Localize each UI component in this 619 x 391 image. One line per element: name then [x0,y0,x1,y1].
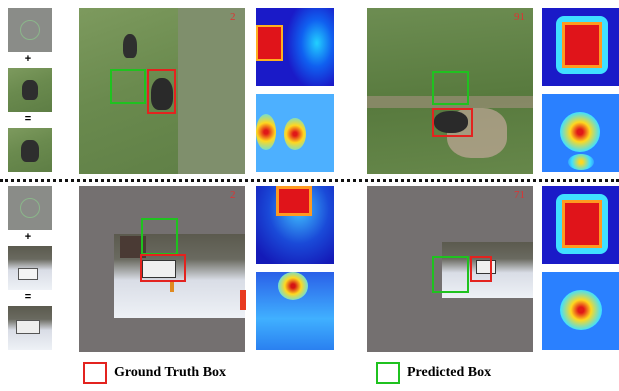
scene-image [79,186,245,352]
response-heatmap [256,94,334,172]
bird-figure [123,34,137,58]
row-divider [0,179,619,182]
frame-number: 2 [230,189,236,201]
predicted-label: Predicted Box [407,365,492,380]
result-thumbnail [8,306,52,350]
frame-number: 2 [230,11,236,23]
equals-sign: = [24,113,32,125]
response-heatmap [542,8,619,86]
search-region [442,242,533,298]
scene-image [367,186,533,352]
search-thumbnail [8,68,52,112]
response-heatmap [542,272,619,350]
plus-sign: + [24,53,32,65]
predicted-box [141,218,178,255]
cone-figure [240,290,246,310]
ground-truth-box [140,254,186,282]
scene-image [79,8,245,174]
ground-truth-box [470,256,492,282]
frame-number: 91 [514,11,525,23]
ground-truth-swatch [83,362,107,384]
response-heatmap [256,8,334,86]
plus-sign: + [24,231,32,243]
response-heatmap [256,272,334,350]
frame-number: 71 [514,189,525,201]
equals-sign: = [24,291,32,303]
ground-truth-label: Ground Truth Box [114,365,227,380]
ground-truth-box [432,108,473,137]
search-thumbnail [8,246,52,290]
predicted-swatch [376,362,400,384]
bird-figure [434,111,468,133]
result-thumbnail [8,128,52,172]
target-thumbnail [8,186,52,230]
predicted-box [432,71,469,105]
response-heatmap [542,94,619,172]
predicted-box [110,69,146,104]
target-thumbnail [8,8,52,52]
response-heatmap [542,186,619,264]
search-region [114,234,245,318]
scene-image [367,8,533,174]
padding-region [178,8,245,174]
predicted-box [432,256,469,293]
ground-truth-box [147,69,176,114]
bird-figure [151,78,173,110]
response-heatmap [256,186,334,264]
